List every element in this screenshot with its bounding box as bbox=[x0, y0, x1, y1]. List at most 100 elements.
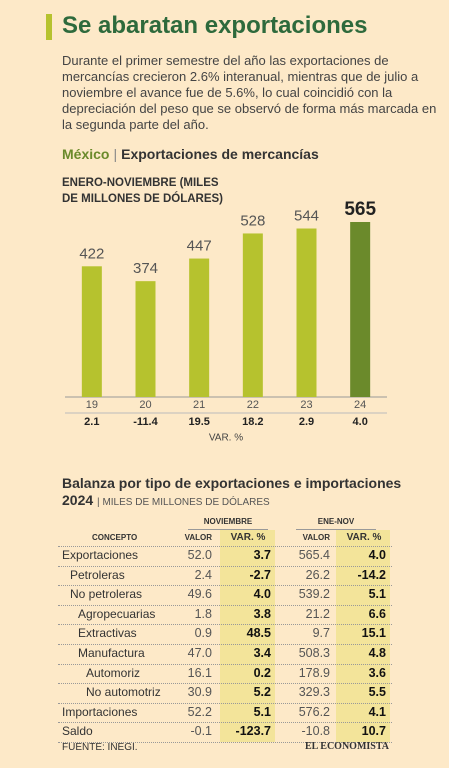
table-cell: 0.2 bbox=[253, 665, 271, 680]
column-header: VALOR bbox=[184, 533, 212, 542]
row-separator bbox=[58, 663, 392, 665]
row-label: Agropecuarias bbox=[78, 606, 156, 621]
row-label: Exportaciones bbox=[62, 548, 139, 562]
table-cell: 52.2 bbox=[187, 704, 212, 719]
row-separator bbox=[58, 722, 392, 724]
variation-label: 2.1 bbox=[84, 416, 99, 428]
variation-label: 4.0 bbox=[353, 416, 368, 428]
table-cell: 3.7 bbox=[253, 548, 271, 562]
table-cell: 47.0 bbox=[187, 646, 212, 660]
bar bbox=[135, 281, 156, 397]
row-separator bbox=[58, 565, 392, 567]
table-cell: 30.9 bbox=[187, 685, 212, 700]
x-tick-label: 23 bbox=[300, 399, 312, 411]
table-cell: 49.6 bbox=[187, 587, 212, 602]
brand: EL ECONOMISTA bbox=[305, 741, 389, 752]
intro-text: Durante el primer semestre del año las e… bbox=[62, 53, 437, 132]
variation-label: -11.4 bbox=[133, 416, 158, 428]
chart-title: México | Exportaciones de mercancías bbox=[62, 146, 319, 162]
x-tick-label: 21 bbox=[193, 399, 205, 411]
row-label: Automoriz bbox=[86, 665, 141, 680]
row-label: Petroleras bbox=[70, 567, 125, 582]
table-cell: 4.0 bbox=[368, 548, 386, 562]
table-title: Balanza por tipo de exportaciones e impo… bbox=[62, 475, 402, 511]
bar bbox=[242, 233, 263, 397]
variation-label: 18.2 bbox=[242, 416, 263, 428]
x-tick-label: 22 bbox=[247, 399, 259, 411]
row-label: Importaciones bbox=[62, 704, 138, 719]
table-cell: -14.2 bbox=[357, 567, 387, 582]
table-cell: -2.7 bbox=[249, 567, 271, 582]
variation-label: 19.5 bbox=[188, 416, 209, 428]
table-cell: 6.6 bbox=[368, 606, 386, 621]
table-cell: 5.5 bbox=[368, 685, 386, 700]
column-header: VAR. % bbox=[346, 532, 382, 543]
row-separator bbox=[58, 585, 392, 587]
row-label: No automotriz bbox=[86, 685, 161, 700]
row-separator bbox=[58, 742, 392, 743]
column-header: VALOR bbox=[302, 533, 330, 542]
table-cell: 3.4 bbox=[253, 646, 271, 660]
table-cell: 9.7 bbox=[312, 626, 330, 641]
chart: 422 19 2.1 374 20 -11.4 447 21 19.5 528 22 18.2 544 2… bbox=[65, 199, 387, 444]
table-cell: 0.9 bbox=[194, 626, 212, 641]
variation-axis-label: VAR. % bbox=[209, 433, 243, 444]
table-title-text: Balanza por tipo de exportaciones e impo… bbox=[62, 475, 402, 508]
table-cell: 10.7 bbox=[361, 724, 386, 739]
table-cell: 539.2 bbox=[298, 587, 330, 602]
table-cell: 565.4 bbox=[298, 548, 330, 562]
table-cell: 48.5 bbox=[246, 626, 271, 641]
group-header: NOVIEMBRE bbox=[188, 514, 268, 530]
row-label: Extractivas bbox=[78, 626, 137, 641]
table-cell: 1.8 bbox=[194, 606, 212, 621]
table-cell: 52.0 bbox=[187, 548, 212, 562]
table-cell: 2.4 bbox=[194, 567, 212, 582]
table-unit-text: MILES DE MILLONES DE DÓLARES bbox=[102, 497, 270, 508]
chart-subtitle: Exportaciones de mercancías bbox=[121, 146, 319, 162]
table-cell: 3.8 bbox=[253, 606, 271, 621]
table-cell: 21.2 bbox=[305, 606, 330, 621]
table-cell: 508.3 bbox=[298, 646, 330, 660]
table-cell: 26.2 bbox=[305, 567, 330, 582]
x-tick-label: 24 bbox=[354, 399, 366, 411]
chart-country: México bbox=[62, 146, 110, 162]
bar bbox=[296, 228, 317, 397]
table-cell: 4.0 bbox=[253, 587, 271, 602]
value-label: 447 bbox=[187, 238, 212, 255]
table-cell: 178.9 bbox=[298, 665, 330, 680]
column-header: CONCEPTO bbox=[92, 533, 138, 542]
chart-unit-label: ENERO-NOVIEMBRE (MILES DE MILLONES DE DÓ… bbox=[62, 177, 224, 205]
bar bbox=[350, 222, 371, 397]
bar bbox=[81, 266, 102, 397]
table-cell: 5.1 bbox=[368, 587, 386, 602]
value-label: 565 bbox=[344, 199, 376, 220]
table-cell: 329.3 bbox=[298, 685, 330, 700]
highlight-column bbox=[220, 530, 275, 742]
table-cell: 4.1 bbox=[368, 704, 386, 719]
variation-label: 2.9 bbox=[299, 416, 314, 428]
table-cell: 4.8 bbox=[368, 646, 386, 660]
bar bbox=[189, 258, 210, 397]
value-label: 422 bbox=[79, 245, 104, 262]
row-separator bbox=[58, 624, 392, 626]
table-cell: 3.6 bbox=[368, 665, 386, 680]
highlight-column bbox=[336, 530, 390, 742]
row-separator bbox=[58, 546, 392, 547]
row-label: Manufactura bbox=[78, 646, 145, 660]
table-cell: 576.2 bbox=[298, 704, 330, 719]
title-accent bbox=[46, 14, 52, 40]
table-cell: 5.2 bbox=[253, 685, 271, 700]
row-label: Saldo bbox=[62, 724, 93, 739]
headline: Se abaratan exportaciones bbox=[62, 12, 368, 39]
x-tick-label: 20 bbox=[139, 399, 151, 411]
row-label: No petroleras bbox=[70, 587, 143, 602]
table-cell: 16.1 bbox=[187, 665, 212, 680]
value-label: 544 bbox=[294, 207, 319, 224]
table-cell: 5.1 bbox=[253, 704, 271, 719]
table-unit: | MILES DE MILLONES DE DÓLARES bbox=[97, 497, 270, 508]
row-separator bbox=[58, 604, 392, 606]
row-separator bbox=[58, 683, 392, 685]
table-cell: 15.1 bbox=[361, 626, 386, 641]
value-label: 528 bbox=[240, 212, 265, 229]
